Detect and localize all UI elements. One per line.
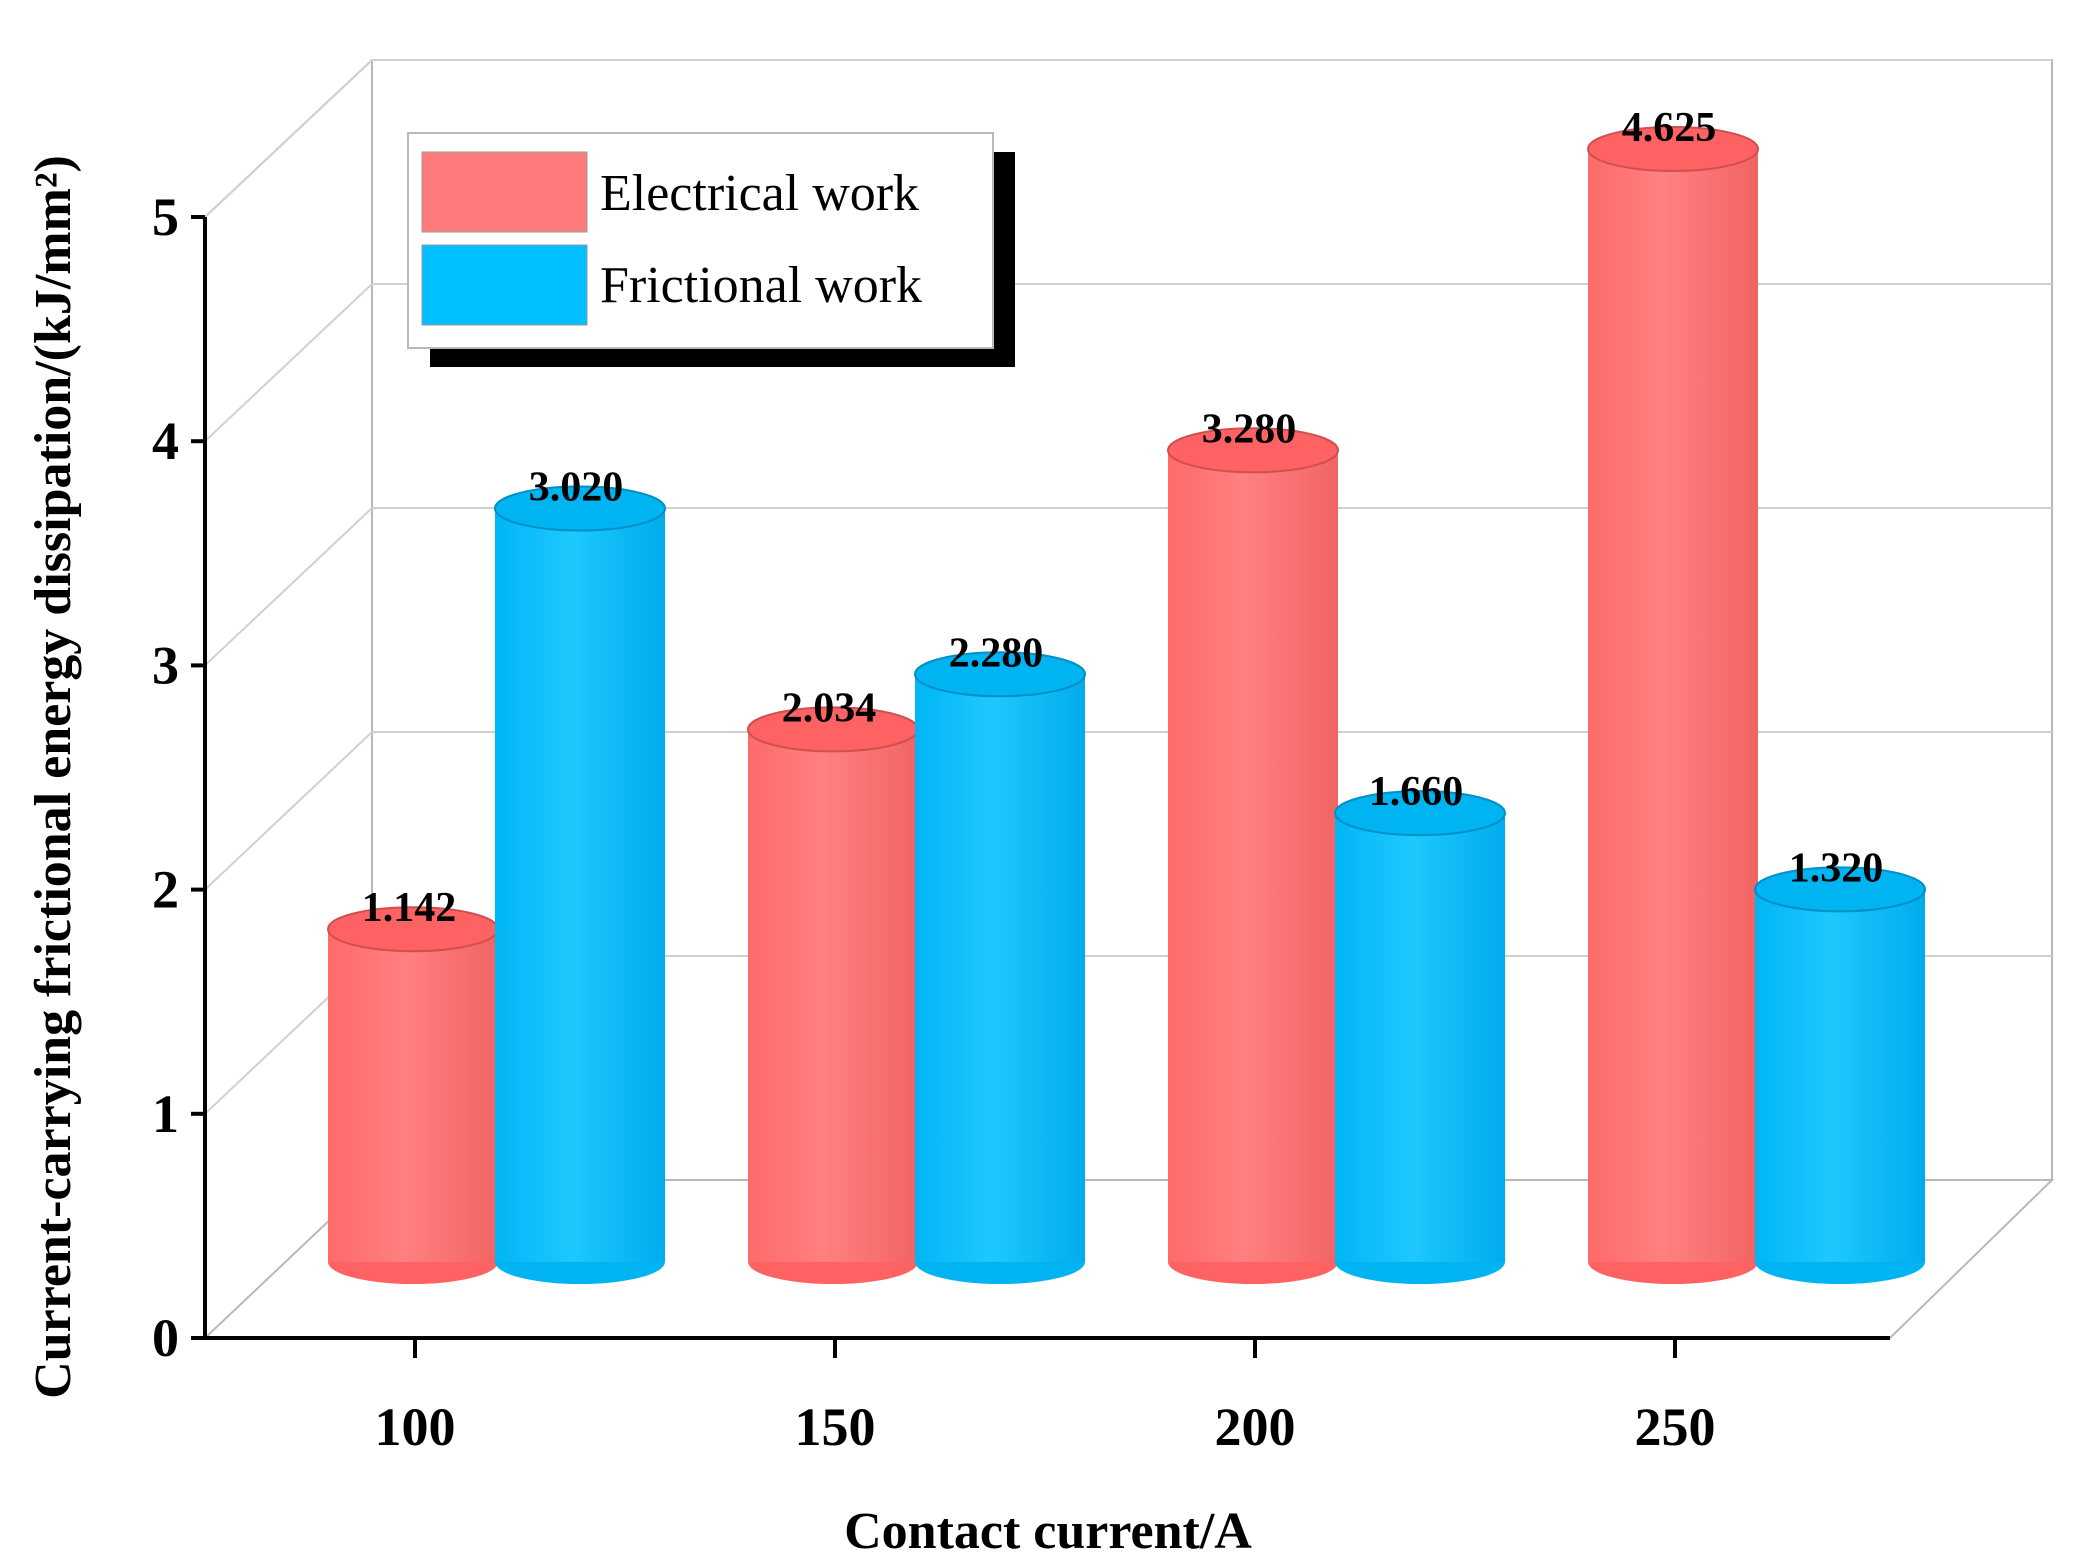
- y-tick-label: 3: [152, 635, 179, 695]
- value-label-electrical-100: 1.142: [362, 885, 457, 931]
- gridline-side: [204, 283, 373, 442]
- gridline-side: [204, 59, 373, 218]
- value-label-electrical-250: 4.625: [1622, 105, 1717, 151]
- value-label-electrical-150: 2.034: [782, 685, 877, 731]
- value-label-frictional-100: 3.020: [529, 465, 624, 511]
- value-label-frictional-150: 2.280: [949, 630, 1044, 676]
- gridline-side: [204, 731, 373, 891]
- bar-electrical-100: [327, 906, 499, 1284]
- bar-top: [494, 485, 666, 532]
- x-tick-label: 100: [375, 1397, 456, 1457]
- y-tick-label: 4: [152, 411, 179, 471]
- bar-body: [1168, 450, 1338, 1262]
- bars: [327, 126, 1926, 1284]
- bar-frictional-200: [1334, 790, 1506, 1284]
- y-ticks: 0 1 2 3 4 5: [152, 187, 205, 1368]
- legend-label-frictional: Frictional work: [600, 257, 922, 314]
- bar-electrical-200: [1167, 427, 1339, 1284]
- bar-body: [915, 674, 1085, 1262]
- bar-body: [1335, 813, 1505, 1262]
- bar-top: [1754, 866, 1926, 913]
- bar-frictional-100: [494, 485, 666, 1284]
- bar-body: [495, 508, 665, 1262]
- y-tick-label: 0: [152, 1308, 179, 1368]
- value-labels: 1.142 3.020 2.034 2.280 3.280 1.660 4.625 1.320: [362, 105, 1884, 931]
- bar-top: [1587, 126, 1759, 172]
- value-label-electrical-200: 3.280: [1202, 406, 1297, 452]
- bar-top: [1167, 427, 1339, 474]
- x-axis-title: Contact current/A: [844, 1503, 1252, 1560]
- bar-top: [1334, 790, 1506, 837]
- bar-body: [328, 929, 498, 1262]
- legend: Electrical work Frictional work: [407, 132, 1015, 367]
- legend-label-electrical: Electrical work: [600, 165, 919, 222]
- bar-electrical-150: [747, 706, 919, 1284]
- y-tick-label: 1: [152, 1084, 179, 1144]
- bar-frictional-150: [914, 651, 1086, 1284]
- legend-swatch-frictional: [421, 244, 588, 326]
- gridline-side: [204, 507, 373, 667]
- y-tick-label: 5: [152, 187, 179, 247]
- value-label-frictional-250: 1.320: [1789, 845, 1884, 891]
- value-label-frictional-200: 1.660: [1369, 769, 1464, 815]
- bar-body: [1755, 889, 1925, 1262]
- legend-swatch-electrical: [421, 151, 588, 233]
- x-tick-label: 200: [1215, 1397, 1296, 1457]
- bar-frictional-250: [1754, 866, 1926, 1284]
- bar-body: [748, 729, 918, 1262]
- y-tick-label: 2: [152, 860, 179, 920]
- y-axis-title: Current-carrying frictional energy dissi…: [25, 155, 82, 1399]
- bar-electrical-250: [1587, 126, 1759, 1284]
- bar-top: [914, 651, 1086, 698]
- x-ticks: 100 150 200 250: [375, 1338, 1716, 1457]
- x-tick-label: 150: [795, 1397, 876, 1457]
- bar-body: [1588, 149, 1758, 1262]
- x-tick-label: 250: [1635, 1397, 1716, 1457]
